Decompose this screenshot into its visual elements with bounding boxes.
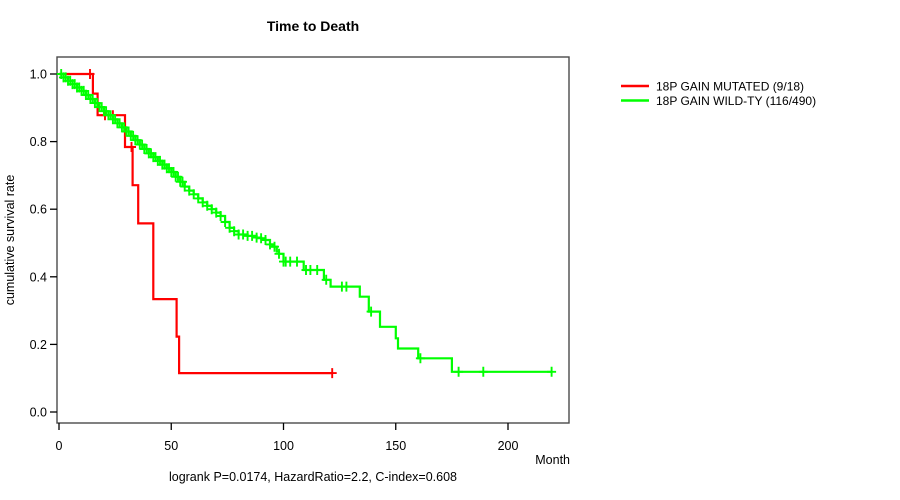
legend-label: 18P GAIN MUTATED (9/18) — [656, 80, 804, 94]
x-tick-label: 150 — [385, 439, 406, 453]
y-tick-label: 1.0 — [30, 68, 47, 82]
y-tick-label: 0.6 — [30, 203, 47, 217]
y-tick-label: 0.8 — [30, 135, 47, 149]
wildtype-curve — [59, 72, 552, 373]
wildtype-censor-marks — [56, 69, 557, 377]
x-tick-label: 0 — [56, 439, 63, 453]
mutated-curve — [59, 72, 333, 375]
y-tick-label: 0.2 — [30, 338, 47, 352]
y-axis-ticks: 0.0 0.2 0.4 0.6 0.8 1.0 — [30, 68, 57, 420]
x-tick-label: 200 — [498, 439, 519, 453]
x-axis-ticks: 0 50 100 150 200 — [56, 423, 519, 453]
chart-legend: 18P GAIN MUTATED (9/18)18P GAIN WILD-TY … — [621, 80, 816, 108]
x-axis-title: Month — [535, 453, 570, 467]
x-tick-label: 100 — [273, 439, 294, 453]
stats-annotation: logrank P=0.0174, HazardRatio=2.2, C-ind… — [169, 470, 457, 484]
plot-frame — [56, 56, 570, 424]
survival-curves — [56, 69, 557, 379]
y-tick-label: 0.4 — [30, 270, 47, 284]
y-tick-label: 0.0 — [30, 406, 47, 420]
y-axis-title: cumulative survival rate — [3, 175, 17, 306]
x-tick-label: 50 — [164, 439, 178, 453]
legend-label: 18P GAIN WILD-TY (116/490) — [656, 94, 816, 108]
chart-title: Time to Death — [267, 18, 359, 34]
